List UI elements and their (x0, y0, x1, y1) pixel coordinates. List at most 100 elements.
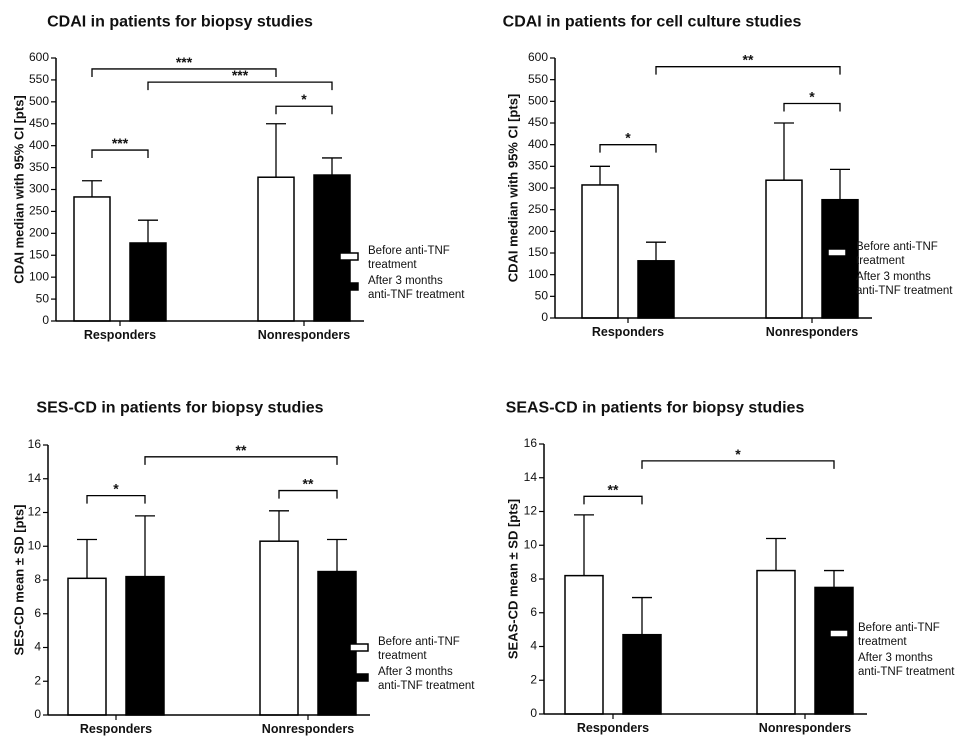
y-axis-label: SES-CD mean ± SD [pts] (12, 505, 27, 656)
bar-after-responders (622, 633, 662, 715)
y-tick-label: 50 (535, 289, 549, 303)
y-tick-label: 400 (29, 138, 49, 152)
legend-swatch (829, 659, 849, 668)
significance-label: ** (236, 442, 247, 458)
y-tick-label: 14 (524, 470, 538, 484)
legend-label: Before anti-TNF (856, 241, 938, 253)
bar-after-nonresponders (313, 174, 351, 322)
legend-label: Before anti-TNF (378, 636, 460, 648)
y-tick-label: 600 (29, 50, 49, 64)
y-tick-label: 12 (28, 505, 42, 519)
legend-label: After 3 months (378, 666, 453, 678)
y-tick-label: 100 (29, 269, 49, 283)
bar-after-responders (129, 242, 167, 322)
significance-bracket (783, 102, 841, 112)
x-category-label: Responders (84, 328, 156, 342)
legend-swatch (829, 629, 849, 638)
significance-bracket (641, 460, 835, 469)
significance-label: * (625, 130, 631, 146)
chart-panel-3: SES-CD in patients for biopsy studies SES… (12, 399, 476, 735)
bar-before-responders (581, 184, 619, 319)
significance-bracket (583, 495, 643, 505)
legend-swatch (827, 278, 847, 287)
legend-label-line2: anti-TNF treatment (858, 666, 955, 678)
y-tick-label: 0 (530, 706, 537, 720)
y-tick-label: 500 (29, 94, 49, 108)
y-tick-label: 300 (29, 182, 49, 196)
bar-after-nonresponders (814, 586, 854, 715)
legend-label: Before anti-TNF (858, 622, 940, 634)
bar-after-responders (637, 260, 675, 319)
y-tick-label: 100 (528, 267, 548, 281)
y-tick-label: 8 (530, 571, 537, 585)
legend-label-line2: anti-TNF treatment (856, 285, 953, 297)
significance-label: * (113, 481, 119, 497)
y-tick-label: 8 (34, 572, 41, 586)
legend-label: After 3 months (858, 652, 933, 664)
significance-bracket (275, 105, 333, 115)
y-axis-label: SEAS-CD mean ± SD [pts] (506, 499, 521, 659)
bar-after-nonresponders (317, 570, 357, 716)
significance-label: ** (303, 476, 314, 492)
y-tick-label: 300 (528, 180, 548, 194)
y-tick-label: 450 (29, 116, 49, 130)
y-tick-label: 450 (528, 115, 548, 129)
y-tick-label: 350 (29, 160, 49, 174)
legend-swatch (349, 643, 369, 652)
legend-label-line2: anti-TNF treatment (378, 680, 475, 692)
y-tick-label: 550 (528, 72, 548, 86)
y-axis-label: CDAI median with 95% CI [pts] (506, 94, 521, 283)
bar-before-nonresponders (756, 569, 796, 715)
chart-panel-4: SEAS-CD in patients for biopsy studies SE… (506, 399, 956, 734)
significance-label: ** (608, 481, 619, 497)
legend-label: After 3 months (368, 275, 443, 287)
chart-title: CDAI in patients for cell culture studie… (503, 13, 802, 30)
significance-label: * (809, 89, 815, 105)
legend-swatch (339, 282, 359, 291)
chart-panel-2: CDAI in patients for cell culture studie… (503, 13, 954, 338)
y-tick-label: 150 (528, 245, 548, 259)
y-tick-label: 400 (528, 137, 548, 151)
y-tick-label: 0 (34, 707, 41, 721)
y-tick-label: 2 (34, 673, 41, 687)
significance-bracket (655, 66, 841, 75)
y-tick-label: 4 (34, 640, 41, 654)
significance-bracket (599, 144, 657, 153)
y-tick-label: 6 (34, 606, 41, 620)
y-tick-label: 0 (42, 313, 49, 327)
legend-label-line2: anti-TNF treatment (368, 289, 465, 301)
legend-label-line2: treatment (858, 636, 907, 648)
legend-label: After 3 months (856, 271, 931, 283)
y-tick-label: 600 (528, 50, 548, 64)
chart-title: SES-CD in patients for biopsy studies (36, 399, 323, 416)
y-tick-label: 4 (530, 639, 537, 653)
y-tick-label: 500 (528, 94, 548, 108)
x-category-label: Responders (80, 722, 152, 736)
legend-label-line2: treatment (856, 255, 905, 267)
y-tick-label: 200 (528, 224, 548, 238)
y-tick-label: 16 (524, 436, 538, 450)
y-tick-label: 150 (29, 247, 49, 261)
significance-label: * (301, 91, 307, 107)
y-tick-label: 0 (541, 310, 548, 324)
y-tick-label: 250 (29, 204, 49, 218)
significance-label: *** (232, 67, 249, 83)
bar-before-responders (73, 196, 111, 322)
x-category-label: Nonresponders (262, 722, 354, 736)
y-axis-label: CDAI median with 95% CI [pts] (12, 95, 27, 284)
significance-bracket (91, 149, 149, 159)
significance-bracket (144, 456, 338, 465)
bar-before-nonresponders (259, 540, 299, 716)
significance-bracket (278, 489, 338, 499)
legend-swatch (349, 673, 369, 682)
y-tick-label: 10 (28, 538, 42, 552)
chart-title: CDAI in patients for biopsy studies (47, 13, 313, 30)
bar-before-responders (564, 574, 604, 715)
y-tick-label: 250 (528, 202, 548, 216)
bar-after-responders (125, 575, 165, 716)
y-tick-label: 200 (29, 226, 49, 240)
significance-label: ** (743, 52, 754, 68)
significance-bracket (86, 494, 146, 504)
y-tick-label: 2 (530, 672, 537, 686)
